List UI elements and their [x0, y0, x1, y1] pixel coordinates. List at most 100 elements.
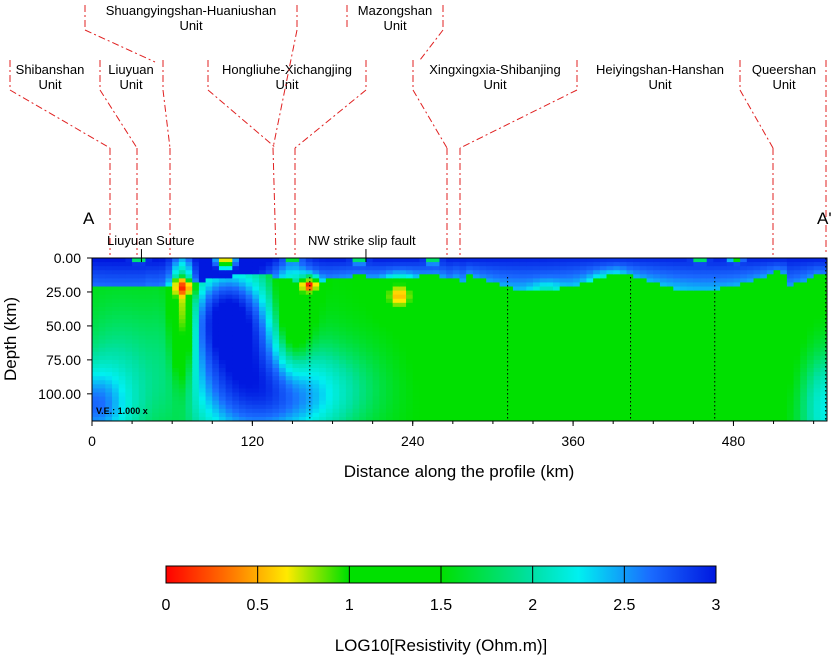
heatmap-cell [259, 355, 267, 361]
heatmap-cell [546, 327, 554, 332]
heatmap-cell [165, 274, 173, 279]
heatmap-cell [586, 416, 594, 421]
heatmap-cell [539, 286, 547, 292]
heatmap-cell [406, 315, 414, 320]
heatmap-cell [399, 266, 407, 271]
heatmap-cell [345, 335, 354, 341]
heatmap-cell [426, 266, 434, 271]
heatmap-cell [693, 331, 701, 337]
unit-label-suffix: Unit [383, 18, 407, 33]
heatmap-cell [546, 380, 554, 385]
heatmap-cell [132, 359, 140, 365]
heatmap-cell [372, 331, 380, 337]
heatmap-cell [325, 408, 334, 414]
heatmap-cell [239, 384, 247, 389]
heatmap-cell [492, 286, 501, 292]
heatmap-cell [426, 278, 434, 284]
heatmap-cell [446, 359, 454, 365]
unit-leader-line [84, 29, 156, 63]
heatmap-cell [285, 266, 294, 271]
heatmap-cell [706, 396, 715, 402]
heatmap-cell [452, 392, 461, 398]
heatmap-cell [760, 412, 768, 418]
heatmap-cell [218, 400, 227, 406]
heatmap-cell [165, 372, 173, 377]
heatmap-cell [432, 351, 441, 357]
heatmap-cell [813, 327, 821, 332]
heatmap-cell [412, 359, 421, 365]
heatmap-cell [533, 298, 541, 304]
heatmap-cell [259, 351, 267, 357]
heatmap-cell [332, 298, 340, 304]
heatmap-cell [285, 343, 294, 349]
heatmap-cell [753, 363, 761, 369]
heatmap-cell [466, 372, 474, 377]
heatmap-cell [252, 319, 260, 324]
heatmap-cell [713, 400, 721, 406]
heatmap-cell [680, 306, 688, 312]
heatmap-cell [452, 302, 461, 308]
heatmap-cell [606, 290, 614, 296]
heatmap-cell [412, 355, 421, 361]
heatmap-cell [285, 347, 294, 353]
heatmap-cell [259, 331, 267, 337]
heatmap-cell [820, 323, 827, 328]
heatmap-cell [412, 323, 421, 328]
heatmap-cell [105, 396, 113, 402]
heatmap-cell [299, 306, 307, 312]
heatmap-cell [593, 298, 601, 304]
heatmap-cell [152, 323, 160, 328]
heatmap-cell [539, 404, 547, 410]
heatmap-cell [546, 282, 554, 288]
heatmap-cell [539, 282, 547, 288]
heatmap-cell [606, 408, 614, 414]
heatmap-cell [553, 351, 561, 357]
heatmap-cell [452, 331, 461, 337]
heatmap-cell [165, 380, 173, 385]
heatmap-cell [452, 372, 461, 377]
heatmap-cell [526, 331, 534, 337]
heatmap-cell [753, 278, 761, 284]
heatmap-cell [553, 380, 561, 385]
heatmap-cell [446, 274, 454, 279]
heatmap-cell [806, 323, 815, 328]
heatmap-cell [593, 310, 601, 316]
heatmap-cell [593, 278, 601, 284]
heatmap-cell [726, 310, 735, 316]
heatmap-cell [512, 274, 521, 279]
heatmap-cell [218, 347, 227, 353]
heatmap-cell [125, 315, 133, 320]
heatmap-cell [733, 262, 741, 267]
heatmap-cell [406, 335, 414, 341]
heatmap-cell [512, 310, 521, 316]
heatmap-cell [439, 298, 447, 304]
heatmap-cell [633, 315, 641, 320]
heatmap-cell [466, 327, 474, 332]
heatmap-cell [746, 302, 755, 308]
heatmap-cell [225, 380, 233, 385]
heatmap-cell [446, 343, 454, 349]
heatmap-cell [185, 294, 193, 300]
heatmap-cell [265, 290, 274, 296]
heatmap-cell [292, 384, 300, 389]
heatmap-cell [780, 380, 788, 385]
heatmap-cell [245, 262, 253, 267]
heatmap-cell [533, 306, 541, 312]
heatmap-cell [292, 388, 300, 394]
heatmap-cell [720, 298, 728, 304]
heatmap-cell [800, 355, 808, 361]
heatmap-cell [158, 282, 167, 288]
heatmap-cell [793, 368, 801, 373]
heatmap-cell [225, 323, 233, 328]
heatmap-cell [392, 372, 400, 377]
heatmap-cell [198, 319, 207, 324]
heatmap-cell [339, 331, 347, 337]
heatmap-cell [780, 355, 788, 361]
heatmap-cell [553, 262, 561, 267]
heatmap-cell [820, 315, 827, 320]
heatmap-cell [419, 384, 427, 389]
heatmap-cell [212, 396, 220, 402]
heatmap-cell [412, 412, 421, 418]
heatmap-cell [466, 306, 474, 312]
heatmap-cell [693, 392, 701, 398]
